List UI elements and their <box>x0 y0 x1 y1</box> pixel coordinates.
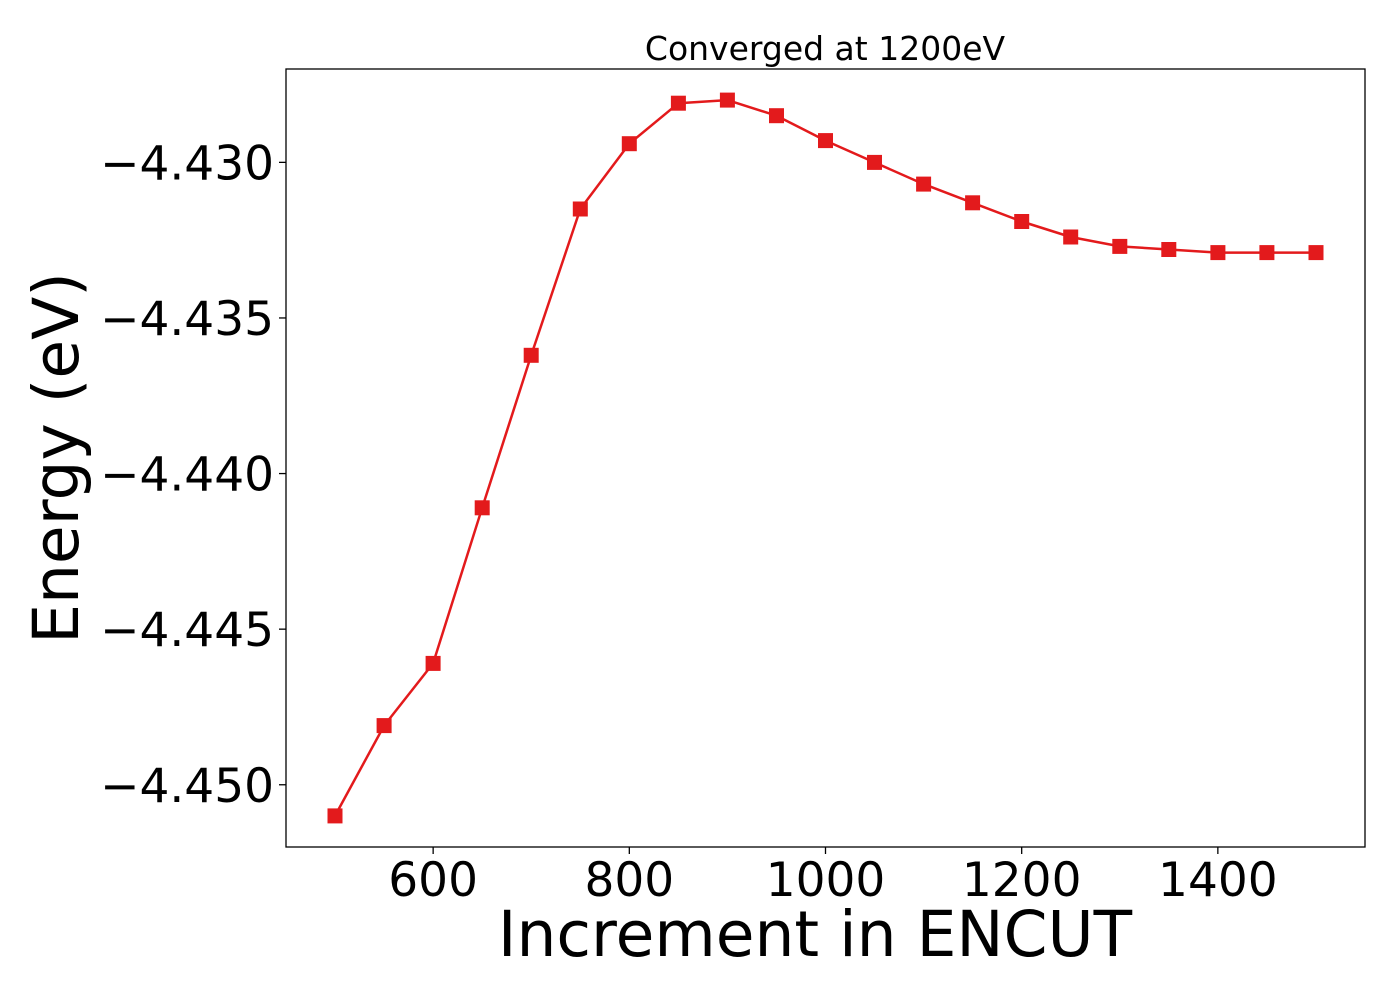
y-axis-label: Energy (eV) <box>20 272 93 644</box>
y-axis: −4.450 −4.445 −4.440 −4.435 −4.430 <box>100 136 286 814</box>
plot-frame <box>285 68 1366 848</box>
y-tick-label: −4.435 <box>100 292 274 347</box>
chart-title: Converged at 1200eV <box>645 29 1006 68</box>
data-point-marker <box>327 808 343 824</box>
data-point-marker <box>1112 238 1128 254</box>
series-line <box>333 98 1316 817</box>
data-point-marker <box>474 500 490 516</box>
y-tick-label: −4.430 <box>100 136 274 191</box>
plot-area <box>327 92 1324 824</box>
data-point-marker <box>1308 245 1324 261</box>
x-tick-label: 1400 <box>1158 853 1278 908</box>
x-axis-label: Increment in ENCUT <box>498 898 1133 971</box>
data-point-marker <box>523 347 539 363</box>
data-point-marker <box>1161 242 1177 257</box>
data-point-marker <box>965 195 981 211</box>
x-tick-label: 600 <box>388 853 478 908</box>
data-point-marker <box>719 92 735 108</box>
data-point-marker <box>1259 245 1275 261</box>
x-tick-label: 800 <box>584 853 674 908</box>
data-point-marker <box>670 95 686 111</box>
x-tick-label: 1000 <box>766 853 886 908</box>
data-point-marker <box>1210 245 1226 261</box>
y-tick-label: −4.450 <box>100 759 274 814</box>
data-point-marker <box>818 133 833 149</box>
data-point-marker <box>376 718 392 734</box>
data-point-marker <box>1014 214 1030 229</box>
data-point-marker <box>621 136 637 152</box>
data-point-marker <box>867 154 882 170</box>
data-point-marker <box>425 655 441 671</box>
data-point-marker <box>1063 229 1079 245</box>
data-point-marker <box>916 176 932 192</box>
x-tick-label: 1200 <box>962 853 1082 908</box>
x-axis: 600 800 1000 1200 1400 <box>388 847 1278 908</box>
data-point-marker <box>769 108 784 124</box>
y-tick-label: −4.445 <box>100 603 274 658</box>
y-tick-label: −4.440 <box>100 448 274 503</box>
data-point-marker <box>572 201 588 217</box>
